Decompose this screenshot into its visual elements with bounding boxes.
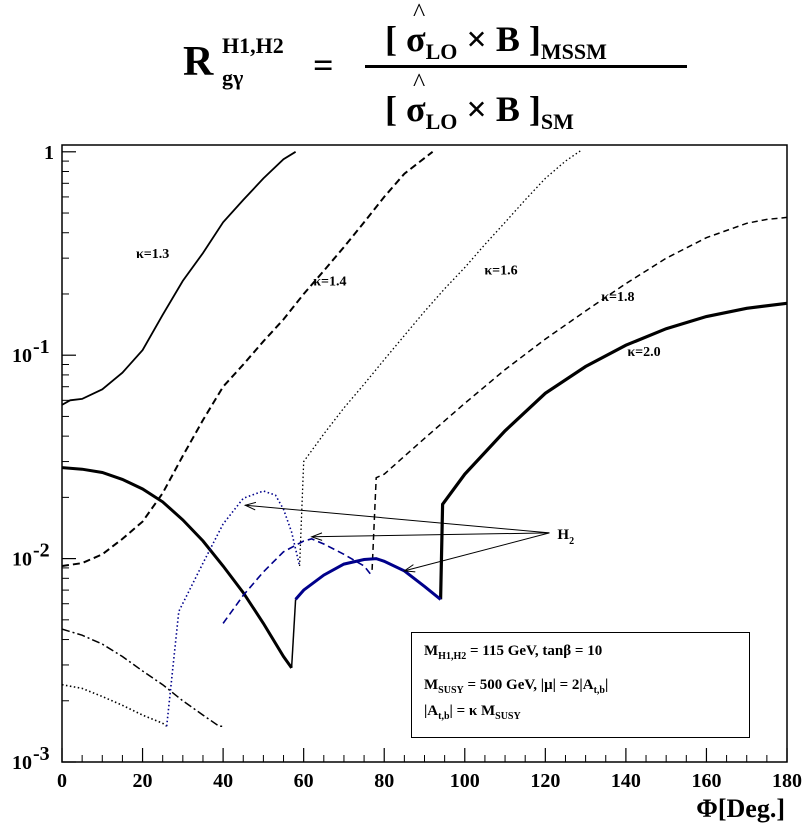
y-tick-exp-2: -2 [33,540,50,562]
param-line-1: MH1,H2 = 115 GeV, tanβ = 10 [424,643,602,662]
fraction-bar [365,65,687,68]
arrow-head-1 [310,532,323,541]
parameter-box: MH1,H2 = 115 GeV, tanβ = 10 MSUSY = 500 … [411,632,750,738]
y-tick-base-0: 1 [44,142,54,164]
x-tick-label-0: 0 [57,770,67,792]
y-tick-base-2: 10 [12,549,32,571]
x-tick-label-2: 40 [213,770,233,792]
y-tick-label-2: 10 [12,549,32,571]
y-tick-label-1: 10 [12,345,32,367]
param-3-m-sub: SUSY [495,711,521,722]
den-times-b: × B ] [457,89,541,129]
arrow-head-0 [243,501,257,511]
labels-layer: κ=1.3 κ=1.4 κ=1.6 κ=1.8 κ=2.0 H2 [136,247,661,547]
formula-numerator: [ σLO × B ]MSSM [385,0,607,65]
den-open: [ [385,89,406,129]
num-sigma-sub: LO [425,39,458,65]
num-sigma: σ [406,0,426,60]
param-line-3: |At,b| = κ MSUSY [424,703,521,722]
formula-denominator: [ σLO × B ]SM [385,68,574,135]
x-axis-label: Φ[Deg.] [696,794,785,823]
curves-layer [62,149,787,727]
series-line-9 [165,490,301,727]
series-line-8 [62,683,168,727]
x-tick-label-9: 180 [772,770,802,792]
h2-label-main: H [557,527,569,543]
series-line-3 [371,216,787,570]
den-sigma-sub: LO [425,109,458,135]
formula-lhs-sub: gγ [222,65,244,90]
arrow-line-2 [404,532,550,572]
series-line-5 [62,466,293,669]
num-sub: MSSM [540,39,607,65]
arrow-line-1 [311,532,550,538]
param-2-end: | [604,677,609,693]
param-1-m: M [424,643,439,659]
series-line-10 [222,538,373,624]
x-tick-label-6: 120 [530,770,560,792]
curve-label-3: κ=1.8 [601,290,634,305]
param-1-rest: = 115 GeV, tanβ = 10 [466,643,603,659]
x-tick-label-1: 20 [133,770,153,792]
y-tick-label-0: 1 [44,142,54,164]
series-line-6 [290,599,297,668]
param-2-rest: = 500 GeV, |μ| = 2|A [463,677,594,693]
series-line-1 [62,151,434,567]
x-tick-label-3: 60 [294,770,314,792]
formula-lhs: R [183,39,214,85]
series-line-0 [62,151,297,406]
param-2-a-sub: t,b [593,685,605,696]
param-3-a: |A [424,703,439,719]
y-tick-exp-1: -1 [33,336,50,358]
x-tick-label-7: 140 [611,770,641,792]
param-line-2: MSUSY = 500 GeV, |μ| = 2|At,b| [424,677,608,696]
den-sigma: σ [406,68,426,130]
den-sub: SM [540,109,574,135]
formula: R H1,H2 gγ = [ σLO × B ]MSSM [ σLO × B ]… [0,0,807,140]
curve-label-1: κ=1.4 [313,275,346,290]
param-2-m: M [424,677,439,693]
num-times-b: × B ] [457,19,541,59]
series-line-11 [294,557,442,601]
series-line-2 [298,149,582,567]
arrows-layer [243,501,550,573]
num-open: [ [385,19,406,59]
curve-label-0: κ=1.3 [136,247,169,262]
h2-label-sub: 2 [569,536,574,547]
param-2-m-sub: SUSY [438,685,464,696]
param-3-rest: | = κ M [449,703,496,719]
x-tick-label-8: 160 [691,770,721,792]
arrow-head-2 [402,564,416,573]
y-tick-exp-3: -3 [33,743,50,765]
formula-lhs-sup: H1,H2 [222,33,284,58]
series-line-4 [439,301,787,600]
curve-label-2: κ=1.6 [484,263,517,278]
y-tick-base-1: 10 [12,345,32,367]
series-line-7 [62,628,224,727]
arrow-line-0 [245,504,550,534]
x-tick-label-5: 100 [450,770,480,792]
x-tick-label-4: 80 [374,770,394,792]
curve-label-4: κ=2.0 [627,345,660,360]
param-1-m-sub: H1,H2 [438,651,467,662]
param-3-a-sub: t,b [438,711,450,722]
h2-label: H2 [557,527,574,547]
y-tick-label-3: 10 [12,752,32,774]
y-tick-base-3: 10 [12,752,32,774]
formula-equals: = [313,45,334,85]
